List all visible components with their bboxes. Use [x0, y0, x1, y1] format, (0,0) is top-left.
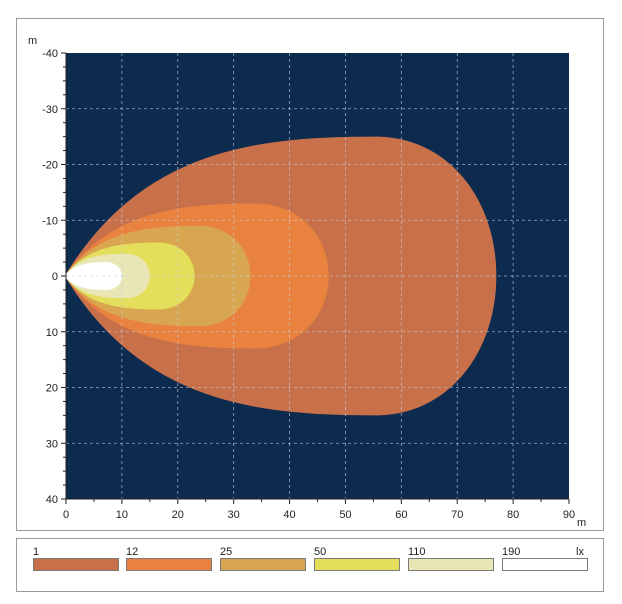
y-tick-label: 0 [52, 271, 58, 283]
legend-label-50: 50 [314, 546, 327, 558]
y-tick-label: -30 [42, 104, 58, 116]
y-tick-label: -20 [42, 160, 58, 172]
legend-swatch-25 [220, 558, 306, 571]
x-tick-label: 40 [283, 509, 295, 521]
y-tick-label: 30 [46, 438, 58, 450]
legend-label-25: 25 [220, 546, 233, 558]
y-tick-label: -40 [42, 48, 58, 60]
x-axis-unit-label: m [577, 517, 586, 529]
contour-190-lx [66, 262, 122, 290]
legend-label-190: 190 [502, 546, 521, 558]
gridlines [66, 53, 569, 499]
x-tick-label: 10 [116, 509, 128, 521]
legend-swatch-50 [314, 558, 400, 571]
y-tick-label: 40 [46, 494, 58, 506]
x-tick-label: 70 [451, 509, 463, 521]
x-tick-label: 50 [339, 509, 351, 521]
y-tick-label: -10 [42, 215, 58, 227]
legend-swatch-110 [408, 558, 494, 571]
y-axis-unit-label: m [28, 35, 37, 47]
x-tick-label: 80 [507, 509, 519, 521]
x-tick-label: 30 [228, 509, 240, 521]
legend-label-12: 12 [126, 546, 139, 558]
x-tick-label: 60 [395, 509, 407, 521]
x-tick-label: 20 [172, 509, 184, 521]
isolux-contours [66, 136, 497, 416]
legend-swatch-12 [126, 558, 212, 571]
legend-swatch-190 [502, 558, 588, 571]
legend-swatch-1 [33, 558, 119, 571]
legend-label-1: 1 [33, 546, 40, 558]
y-tick-label: 20 [46, 383, 58, 395]
x-tick-label: 0 [63, 509, 69, 521]
legend-unit: lx [576, 546, 584, 558]
x-tick-label: 90 [563, 509, 575, 521]
legend-label-110: 110 [408, 546, 426, 558]
axes: 0 10 20 30 40 50 60 70 80 90 -40 -30 -20 -10 0 10 20 30 40 [42, 48, 575, 521]
y-tick-label: 10 [46, 327, 58, 339]
